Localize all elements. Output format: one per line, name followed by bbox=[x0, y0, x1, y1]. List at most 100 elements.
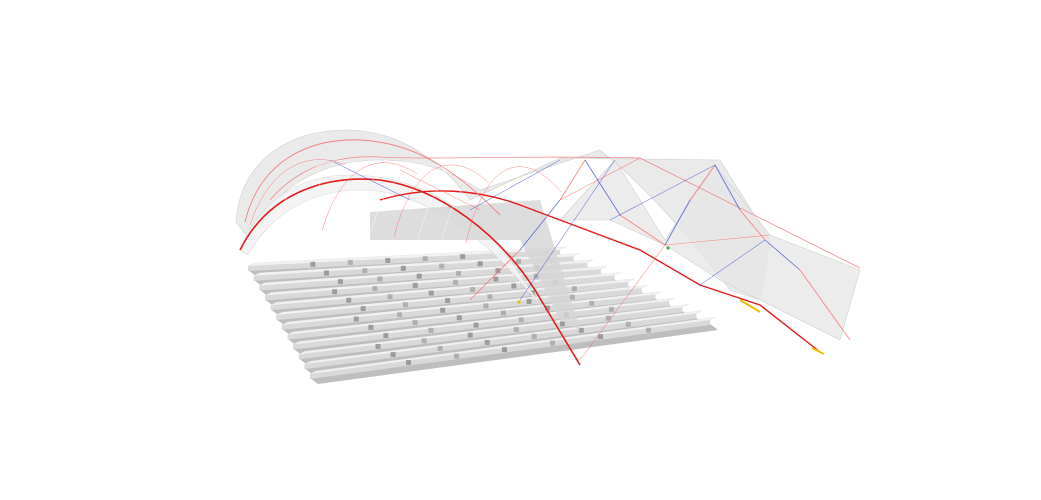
seat-marker bbox=[397, 312, 403, 318]
seat-marker bbox=[421, 338, 427, 344]
seat-marker bbox=[390, 352, 396, 358]
seat-marker bbox=[412, 320, 418, 326]
seat-marker bbox=[578, 327, 584, 333]
lattice-brace bbox=[619, 214, 666, 246]
diagonal-brace bbox=[519, 159, 616, 301]
seat-marker bbox=[387, 294, 393, 300]
seat-marker bbox=[454, 353, 459, 359]
vault-rib bbox=[273, 160, 370, 228]
seat-marker bbox=[493, 276, 499, 282]
seat-marker bbox=[571, 286, 577, 292]
seating-row-front bbox=[253, 256, 574, 281]
seat-marker bbox=[487, 294, 493, 300]
seat-marker bbox=[416, 273, 422, 279]
support-highlight bbox=[811, 347, 825, 355]
seat-marker bbox=[456, 270, 462, 276]
seat-marker bbox=[467, 332, 473, 338]
seat-marker bbox=[375, 343, 381, 349]
seat-marker bbox=[608, 306, 614, 312]
seat-marker bbox=[625, 321, 631, 327]
node-marker bbox=[666, 246, 670, 250]
seat-marker bbox=[473, 322, 479, 328]
seat-marker bbox=[406, 360, 411, 366]
vault-rib bbox=[297, 161, 394, 230]
seat-marker bbox=[511, 283, 517, 289]
seat-marker bbox=[483, 303, 489, 309]
seat-marker bbox=[569, 294, 575, 300]
diagonal-brace bbox=[559, 157, 641, 201]
vault-rib bbox=[465, 166, 562, 244]
seat-marker bbox=[412, 282, 418, 288]
canopy-roof bbox=[235, 129, 861, 361]
seat-marker bbox=[500, 310, 506, 316]
grandstand-seating bbox=[247, 246, 718, 384]
diagonal-brace bbox=[579, 244, 666, 361]
seat-marker bbox=[477, 261, 483, 267]
seat-marker bbox=[598, 334, 603, 340]
canopy-vault-front bbox=[239, 174, 579, 361]
seat-marker bbox=[310, 261, 316, 267]
seat-marker bbox=[337, 279, 343, 285]
arch-main-front bbox=[239, 178, 581, 366]
lattice-brace bbox=[559, 159, 586, 201]
seat-marker bbox=[362, 268, 368, 274]
seat-marker bbox=[360, 306, 366, 312]
seating-row-shadow bbox=[310, 324, 718, 384]
seat-marker bbox=[422, 256, 428, 262]
lattice-brace bbox=[584, 159, 621, 216]
seating-row-top bbox=[309, 316, 717, 375]
seating-row-top bbox=[293, 297, 676, 345]
seat-marker bbox=[646, 327, 651, 333]
seating-row-top bbox=[304, 310, 703, 365]
seating-row-front bbox=[304, 313, 697, 370]
lattice-brace bbox=[739, 209, 766, 241]
seat-marker bbox=[377, 276, 383, 282]
seat-marker bbox=[460, 254, 466, 260]
node-marker bbox=[517, 300, 521, 304]
diagonal-brace bbox=[399, 169, 481, 211]
arch-ridge bbox=[269, 156, 861, 269]
seat-marker bbox=[400, 265, 406, 271]
seating-row-top bbox=[253, 253, 580, 277]
seat-marker bbox=[470, 286, 476, 292]
lattice-brace bbox=[689, 164, 716, 201]
vault-rib bbox=[441, 165, 538, 242]
seat-marker bbox=[545, 305, 551, 311]
seat-marker bbox=[346, 297, 352, 303]
seat-marker bbox=[428, 290, 434, 296]
seat-marker bbox=[437, 345, 443, 351]
seat-marker bbox=[383, 333, 389, 339]
seating-row-top bbox=[247, 246, 567, 267]
seat-marker bbox=[428, 327, 434, 333]
seat-marker bbox=[368, 324, 374, 330]
seat-marker bbox=[332, 289, 338, 295]
seat-marker bbox=[324, 270, 330, 276]
lattice-brace bbox=[764, 239, 801, 271]
seat-marker bbox=[439, 263, 445, 269]
seat-marker bbox=[385, 257, 391, 263]
lattice-brace bbox=[519, 199, 561, 251]
lattice-brace bbox=[469, 249, 521, 301]
seating-row-front bbox=[270, 275, 615, 311]
seating-row-front bbox=[298, 307, 683, 360]
seat-marker bbox=[589, 300, 595, 306]
seat-marker bbox=[402, 302, 408, 308]
diagonal-brace bbox=[609, 164, 716, 221]
seating-row-front bbox=[248, 250, 560, 271]
diagonal-brace bbox=[329, 159, 411, 201]
vault-rib bbox=[417, 165, 514, 240]
arch-main-right bbox=[379, 190, 821, 353]
canopy-fin bbox=[370, 200, 580, 330]
seat-marker bbox=[502, 347, 507, 353]
diagonal-brace bbox=[664, 234, 771, 246]
seat-marker bbox=[513, 326, 519, 332]
lattice-brace bbox=[714, 164, 741, 211]
seat-marker bbox=[518, 317, 524, 323]
seat-marker bbox=[372, 286, 378, 292]
seating-row bbox=[309, 316, 718, 384]
seat-marker bbox=[516, 258, 522, 264]
lattice-brace bbox=[664, 199, 691, 246]
support-highlight bbox=[739, 299, 761, 313]
